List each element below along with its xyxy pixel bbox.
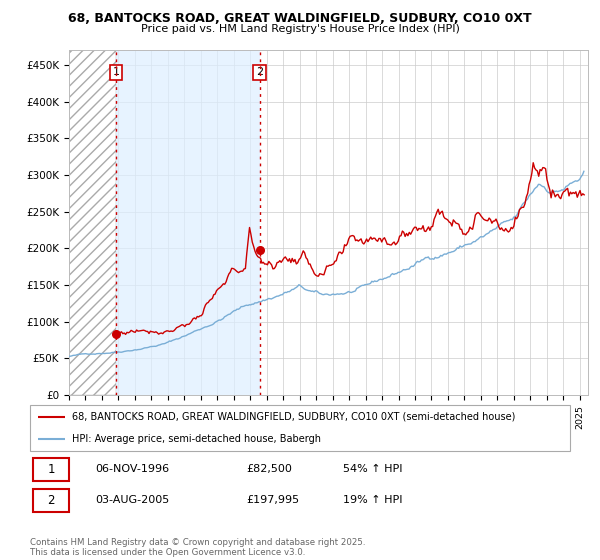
Text: £197,995: £197,995 [246, 495, 299, 505]
Text: Contains HM Land Registry data © Crown copyright and database right 2025.
This d: Contains HM Land Registry data © Crown c… [30, 538, 365, 557]
Text: 68, BANTOCKS ROAD, GREAT WALDINGFIELD, SUDBURY, CO10 0XT: 68, BANTOCKS ROAD, GREAT WALDINGFIELD, S… [68, 12, 532, 25]
Text: 2: 2 [256, 67, 263, 77]
Text: £82,500: £82,500 [246, 464, 292, 474]
Text: 2: 2 [47, 494, 55, 507]
Bar [116, 50, 260, 395]
Text: 68, BANTOCKS ROAD, GREAT WALDINGFIELD, SUDBURY, CO10 0XT (semi-detached house): 68, BANTOCKS ROAD, GREAT WALDINGFIELD, S… [72, 412, 515, 422]
Text: 19% ↑ HPI: 19% ↑ HPI [343, 495, 403, 505]
Text: Price paid vs. HM Land Registry's House Price Index (HPI): Price paid vs. HM Land Registry's House … [140, 24, 460, 34]
FancyBboxPatch shape [33, 458, 70, 480]
Text: 1: 1 [47, 463, 55, 476]
Text: 1: 1 [112, 67, 119, 77]
Text: HPI: Average price, semi-detached house, Babergh: HPI: Average price, semi-detached house,… [72, 434, 321, 444]
FancyBboxPatch shape [33, 489, 70, 512]
Text: 54% ↑ HPI: 54% ↑ HPI [343, 464, 403, 474]
Bar [69, 50, 116, 395]
Text: 06-NOV-1996: 06-NOV-1996 [95, 464, 169, 474]
FancyBboxPatch shape [30, 405, 570, 451]
Text: 03-AUG-2005: 03-AUG-2005 [95, 495, 169, 505]
